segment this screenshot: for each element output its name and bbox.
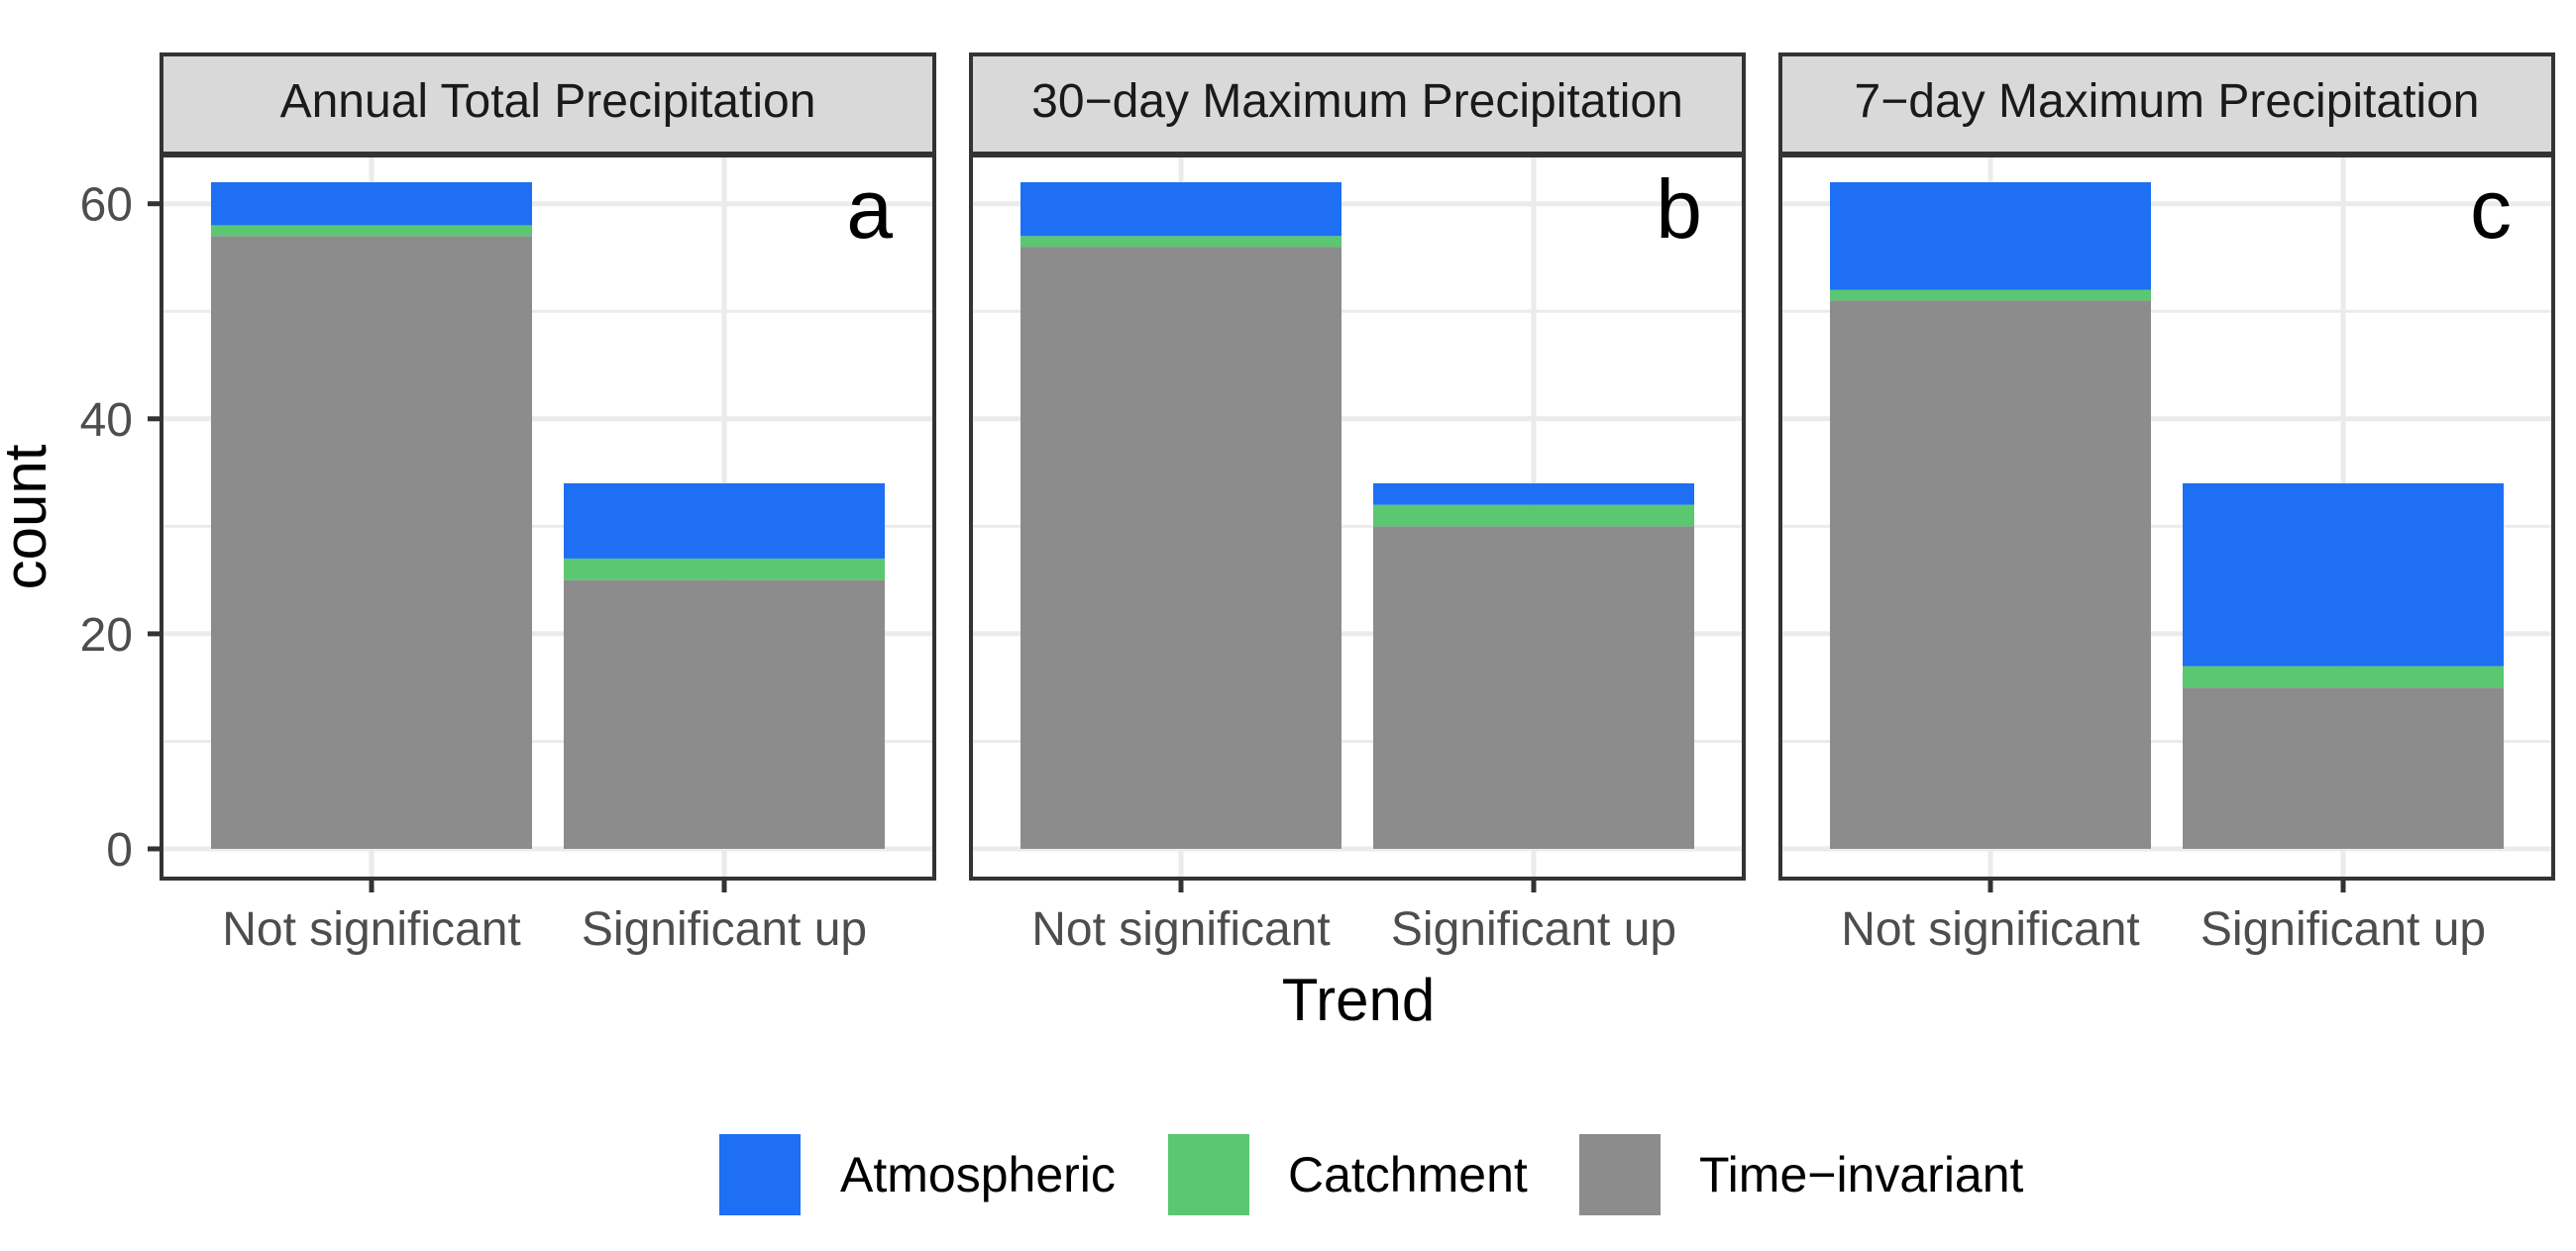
bar-segment-catchment bbox=[211, 225, 532, 237]
bar-segment-atmospheric bbox=[564, 482, 885, 559]
legend-key-catchment bbox=[1168, 1134, 1249, 1215]
x-tick-label: Not significant bbox=[222, 903, 520, 956]
legend-label-catchment: Catchment bbox=[1288, 1147, 1528, 1202]
y-tick-label: 60 bbox=[80, 179, 133, 232]
x-tick-label: Not significant bbox=[1031, 903, 1330, 956]
y-axis-title: count bbox=[0, 444, 58, 589]
x-tick-label: Significant up bbox=[582, 903, 867, 956]
facet-title-2: 30−day Maximum Precipitation bbox=[1031, 75, 1683, 128]
y-tick-label: 0 bbox=[106, 824, 133, 877]
y-tick-label: 20 bbox=[80, 609, 133, 662]
x-tick-label: Significant up bbox=[1391, 903, 1676, 956]
legend-label-time-invariant: Time−invariant bbox=[1699, 1147, 2024, 1202]
panel-tag-3: c bbox=[2470, 162, 2512, 256]
bar-segment-catchment bbox=[1020, 236, 1342, 248]
bar-segment-catchment bbox=[564, 558, 885, 580]
bar-segment-time-invariant bbox=[1830, 300, 2151, 850]
bar-segment-time-invariant bbox=[1020, 247, 1342, 849]
bar-segment-time-invariant bbox=[2183, 687, 2504, 849]
panel-tag-1: a bbox=[846, 162, 893, 256]
facet-strip-2 bbox=[969, 52, 1746, 156]
y-tick-label: 40 bbox=[80, 394, 133, 447]
bar-segment-atmospheric bbox=[2183, 482, 2504, 667]
bar-segment-time-invariant bbox=[564, 579, 885, 849]
bar-segment-time-invariant bbox=[211, 236, 532, 850]
bar-segment-atmospheric bbox=[1830, 182, 2151, 290]
bar-segment-catchment bbox=[2183, 666, 2504, 688]
facet-title-1: Annual Total Precipitation bbox=[280, 75, 816, 128]
x-tick-label: Significant up bbox=[2200, 903, 2486, 956]
facet-strip-3 bbox=[1778, 52, 2555, 156]
facet-strip-1 bbox=[160, 52, 936, 156]
legend-label-atmospheric: Atmospheric bbox=[840, 1147, 1116, 1202]
legend-key-atmospheric bbox=[719, 1134, 801, 1215]
x-tick-label: Not significant bbox=[1841, 903, 2139, 956]
bar-segment-time-invariant bbox=[1373, 526, 1694, 849]
legend-key-time-invariant bbox=[1579, 1134, 1661, 1215]
x-axis-title: Trend bbox=[1282, 967, 1436, 1033]
bar-segment-catchment bbox=[1373, 504, 1694, 527]
bar-segment-atmospheric bbox=[1373, 482, 1694, 505]
facet-title-3: 7−day Maximum Precipitation bbox=[1855, 75, 2480, 128]
bar-segment-catchment bbox=[1830, 289, 2151, 301]
bar-segment-atmospheric bbox=[211, 182, 532, 226]
bar-segment-atmospheric bbox=[1020, 182, 1342, 237]
panel-tag-2: b bbox=[1656, 162, 1702, 256]
